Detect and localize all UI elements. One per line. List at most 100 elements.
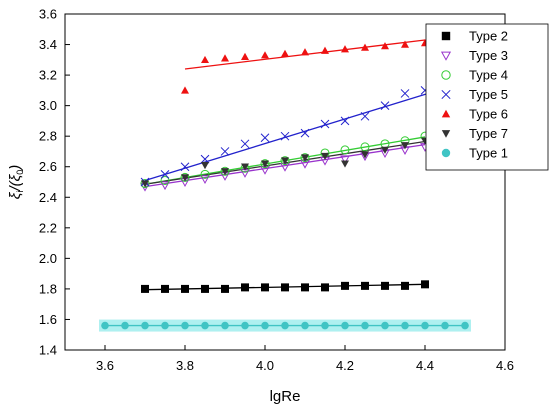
data-point	[401, 281, 409, 290]
y-tick-label: 3.6	[39, 7, 57, 22]
data-point	[340, 155, 350, 165]
data-point	[360, 111, 370, 121]
data-point	[361, 321, 369, 330]
data-point	[341, 160, 349, 168]
y-axis-title: ξi/(ξ0)	[7, 165, 25, 200]
x-tick-label: 3.8	[176, 358, 194, 373]
x-tick-label: 4.4	[416, 358, 434, 373]
data-point	[160, 181, 170, 191]
legend-label: Type 3	[469, 48, 508, 63]
data-point	[181, 174, 189, 182]
legend-marker	[441, 89, 451, 100]
data-point	[201, 321, 209, 330]
data-point	[301, 321, 309, 330]
data-point	[141, 180, 149, 188]
y-tick-label: 1.8	[39, 281, 57, 296]
legend-frame	[425, 23, 549, 171]
legend-label: Type 4	[469, 68, 508, 83]
data-point	[321, 46, 329, 54]
legend-item: Type 7	[441, 126, 508, 141]
data-point	[201, 284, 209, 293]
data-point	[321, 152, 329, 161]
data-point	[401, 142, 409, 150]
data-point	[441, 321, 449, 330]
data-point	[400, 89, 410, 98]
data-point	[340, 116, 350, 126]
data-point	[281, 49, 289, 57]
legend-item: Type 2	[441, 29, 508, 44]
data-point	[321, 283, 329, 292]
fit-line	[144, 143, 426, 188]
legend-item: Type 1	[441, 146, 508, 161]
legend-label: Type 6	[469, 107, 508, 122]
data-point	[401, 321, 409, 330]
svg-text:ξi/(ξ0): ξi/(ξ0)	[7, 165, 25, 200]
legend-marker	[441, 148, 451, 158]
x-tick-label: 4.0	[256, 358, 274, 373]
data-point	[221, 54, 229, 62]
data-point	[421, 321, 429, 330]
data-point	[360, 142, 370, 152]
data-point	[221, 284, 229, 293]
legend-label: Type 7	[469, 126, 508, 141]
data-point	[241, 321, 249, 330]
legend-label: Type 1	[469, 146, 508, 161]
y-tick-label: 3.4	[39, 37, 57, 52]
data-point	[321, 321, 329, 330]
data-point	[161, 321, 169, 330]
y-tick-label: 3.2	[39, 68, 57, 83]
data-point	[160, 175, 170, 185]
data-point	[200, 175, 210, 184]
data-point	[281, 321, 289, 330]
data-point	[161, 284, 169, 293]
data-point	[261, 51, 269, 59]
legend-marker	[441, 130, 451, 138]
y-tick-label: 2.0	[39, 251, 57, 266]
data-point	[201, 55, 209, 64]
data-point	[141, 284, 149, 293]
data-point	[261, 160, 269, 168]
legend-marker	[441, 109, 451, 118]
y-tick-label: 3.0	[39, 98, 57, 113]
data-point	[281, 283, 289, 292]
legend-item: Type 6	[441, 107, 508, 122]
data-point	[141, 321, 149, 330]
data-point	[181, 284, 189, 293]
axis-ticks: 3.6 3.8 4.0 4.2 4.4 4.6 1.4 1.6 1.8 2.0 2.2 2.4 2.6 2…	[39, 7, 514, 374]
y-tick-label: 2.8	[39, 129, 57, 144]
plot-frame	[64, 13, 506, 351]
data-point	[340, 145, 350, 155]
x-axis-title: lgRe	[270, 388, 301, 405]
data-point	[221, 321, 229, 330]
x-tick-label: 4.6	[496, 358, 514, 373]
data-point	[461, 321, 469, 330]
y-tick-label: 2.4	[39, 190, 57, 205]
data-point	[181, 86, 189, 94]
y-tick-label: 1.4	[39, 343, 57, 358]
data-point	[300, 128, 310, 138]
data-point	[220, 147, 230, 156]
data-point	[341, 45, 349, 53]
data-point	[160, 170, 170, 179]
legend-marker	[441, 70, 451, 80]
legend-marker	[440, 51, 452, 61]
fit-line	[144, 85, 454, 182]
data-point	[261, 283, 269, 292]
data-point	[261, 321, 269, 330]
data-point	[381, 42, 389, 50]
data-point	[381, 146, 389, 154]
data-point	[341, 321, 349, 330]
legend-label: Type 5	[469, 87, 508, 102]
data-point	[221, 168, 229, 176]
data-point	[241, 283, 249, 292]
legend-marker	[441, 31, 451, 41]
data-point	[260, 133, 270, 143]
legend-item: Type 5	[441, 87, 508, 102]
data-point	[201, 162, 209, 170]
data-point	[200, 154, 210, 164]
data-point	[401, 40, 409, 48]
data-points	[101, 39, 469, 330]
data-point	[240, 139, 250, 149]
data-point	[121, 321, 129, 330]
